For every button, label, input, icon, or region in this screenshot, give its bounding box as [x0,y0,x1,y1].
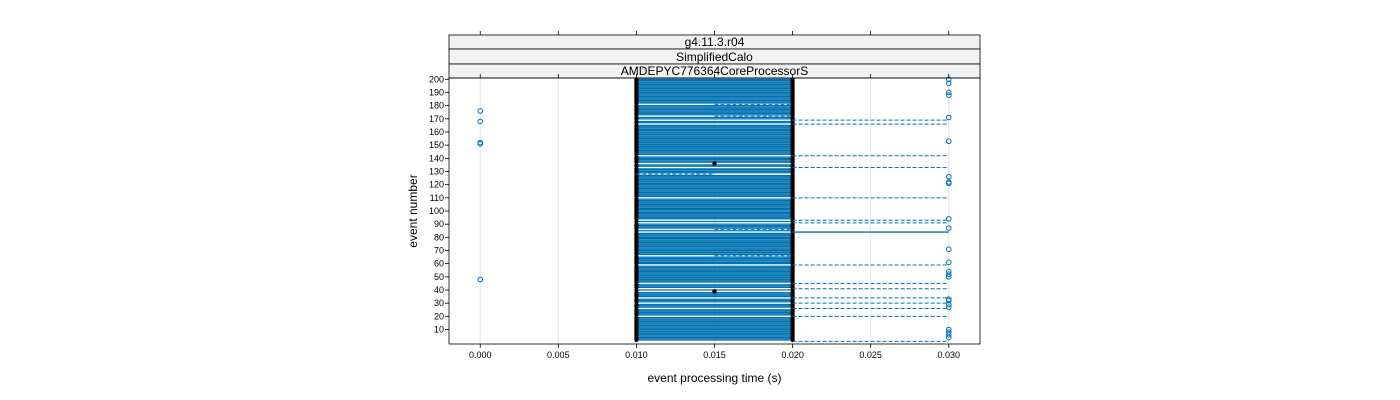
open-point [945,216,952,222]
y-axis-title: event number [406,174,420,247]
open-point [945,92,952,98]
open-point [945,89,952,96]
open-point [477,276,484,283]
x-tick-label: 0.005 [547,350,570,360]
y-tick-label: 60 [434,259,444,269]
open-point [945,180,952,187]
strip-panel: g4.11.3.r04 SimplifiedCalo AMDEPYC776364… [448,34,981,79]
event-bars [634,77,795,343]
y-tick-label: 50 [434,272,444,282]
y-tick-label: 110 [430,193,444,203]
data-points [477,76,952,341]
y-tick-label: 70 [434,246,444,256]
open-point [945,334,952,341]
x-tick-label: 0.030 [937,350,960,360]
strip-label-2: SimplifiedCalo [676,50,753,64]
y-tick-label: 160 [429,127,444,137]
open-point [477,141,484,147]
open-point [945,246,952,252]
open-point [945,80,952,87]
y-tick-label: 90 [434,219,444,229]
open-point [477,118,484,125]
y-tick-label: 100 [429,206,444,216]
y-tick-label: 150 [429,140,444,150]
x-axis: 0.000 0.005 0.010 0.015 0.020 0.025 0.030 [469,31,960,360]
open-point [945,259,952,266]
solid-point [712,289,717,294]
y-tick-label: 200 [429,74,444,84]
segments [636,103,949,342]
open-point [945,331,952,338]
y-tick-label: 30 [434,298,444,308]
open-point [945,304,952,310]
x-tick-label: 0.025 [859,350,882,360]
y-tick-label: 170 [429,114,444,124]
open-point [945,274,952,280]
open-point [945,326,952,333]
y-tick-label: 190 [429,87,444,97]
x-tick-label: 0.000 [469,350,492,360]
x-tick-label: 0.020 [781,350,804,360]
open-point [945,114,952,121]
y-tick-label: 10 [434,325,444,335]
open-point [945,297,952,304]
y-tick-label: 20 [434,311,444,321]
x-tick-label: 0.015 [703,350,726,360]
open-point [477,108,484,114]
y-tick-label: 40 [434,285,444,295]
y-tick-label: 80 [434,232,444,242]
open-point [945,271,952,278]
y-tick-label: 140 [429,153,444,163]
y-tick-label: 120 [429,180,444,190]
open-point [945,301,952,308]
x-tick-label: 0.010 [625,350,648,360]
open-point [945,329,952,335]
x-axis-title: event processing time (s) [647,371,781,385]
y-tick-label: 130 [429,166,444,176]
strip-label-3: AMDEPYC776364CoreProcessorS [621,64,808,78]
open-point [945,173,952,180]
y-axis: 10 20 30 40 50 60 70 80 90 100 110 120 130 140 150 160 1… [429,74,449,335]
solid-point [712,161,717,166]
strip-label-1: g4.11.3.r04 [685,35,745,49]
open-point [945,225,952,231]
open-point [945,268,952,275]
y-tick-label: 180 [429,101,444,111]
open-point [945,138,952,145]
